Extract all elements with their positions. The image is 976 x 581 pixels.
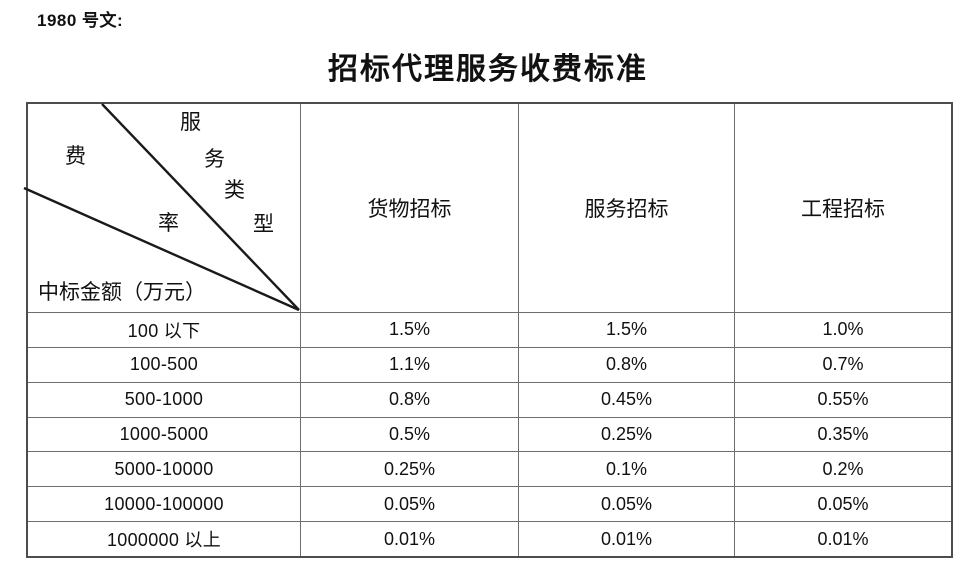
column-header-engineering: 工程招标 xyxy=(734,104,951,312)
corner-amount-axis-label: 中标金额（万元） xyxy=(38,280,206,304)
diagonal-lines xyxy=(23,103,300,312)
row-label-amount-range: 100 以下 xyxy=(28,312,300,347)
fee-rate-cell: 0.25% xyxy=(300,451,518,487)
row-label-amount-range: 1000000 以上 xyxy=(28,521,300,556)
fee-rate-cell: 1.5% xyxy=(300,312,518,347)
fee-rate-cell: 0.55% xyxy=(734,381,951,417)
fee-rate-cell: 0.45% xyxy=(518,381,734,417)
fee-rate-cell: 1.1% xyxy=(300,346,518,382)
fee-rate-cell: 0.05% xyxy=(300,486,518,522)
corner-service-type-char: 务 xyxy=(204,147,225,171)
fee-table: 服 务 类 型 费 率 中标金额（万元） 货物招标 服务招标 工程招标 100 … xyxy=(23,102,953,558)
row-label-amount-range: 500-1000 xyxy=(28,381,300,417)
row-label-amount-range: 10000-100000 xyxy=(28,486,300,521)
row-label-amount-range: 5000-10000 xyxy=(28,451,300,486)
corner-service-type-char: 型 xyxy=(253,212,274,236)
doc-number-label: 1980 号文: xyxy=(37,11,124,30)
fee-rate-cell: 0.05% xyxy=(734,486,951,522)
fee-rate-cell: 0.1% xyxy=(518,451,734,487)
fee-rate-cell: 1.5% xyxy=(518,312,734,347)
corner-service-type-char: 类 xyxy=(224,178,245,202)
corner-rate-char: 率 xyxy=(158,211,179,235)
page-title: 招标代理服务收费标准 xyxy=(328,53,648,86)
fee-rate-cell: 0.01% xyxy=(734,521,951,556)
fee-rate-cell: 0.01% xyxy=(518,521,734,556)
corner-service-type-char: 服 xyxy=(180,110,201,134)
fee-rate-cell: 0.8% xyxy=(300,381,518,417)
fee-rate-cell: 0.25% xyxy=(518,416,734,452)
row-label-amount-range: 100-500 xyxy=(28,346,300,382)
column-header-goods: 货物招标 xyxy=(300,104,518,312)
fee-rate-cell: 0.05% xyxy=(518,486,734,522)
fee-rate-cell: 0.2% xyxy=(734,451,951,487)
fee-rate-cell: 0.01% xyxy=(300,521,518,556)
fee-rate-cell: 0.8% xyxy=(518,346,734,382)
fee-rate-cell: 1.0% xyxy=(734,312,951,347)
table-corner-cell: 服 务 类 型 费 率 中标金额（万元） xyxy=(23,103,300,312)
fee-rate-cell: 0.7% xyxy=(734,346,951,382)
fee-rate-cell: 0.5% xyxy=(300,416,518,452)
fee-rate-cell: 0.35% xyxy=(734,416,951,452)
corner-rate-char: 费 xyxy=(65,144,86,168)
column-header-service: 服务招标 xyxy=(518,104,734,312)
row-label-amount-range: 1000-5000 xyxy=(28,416,300,452)
